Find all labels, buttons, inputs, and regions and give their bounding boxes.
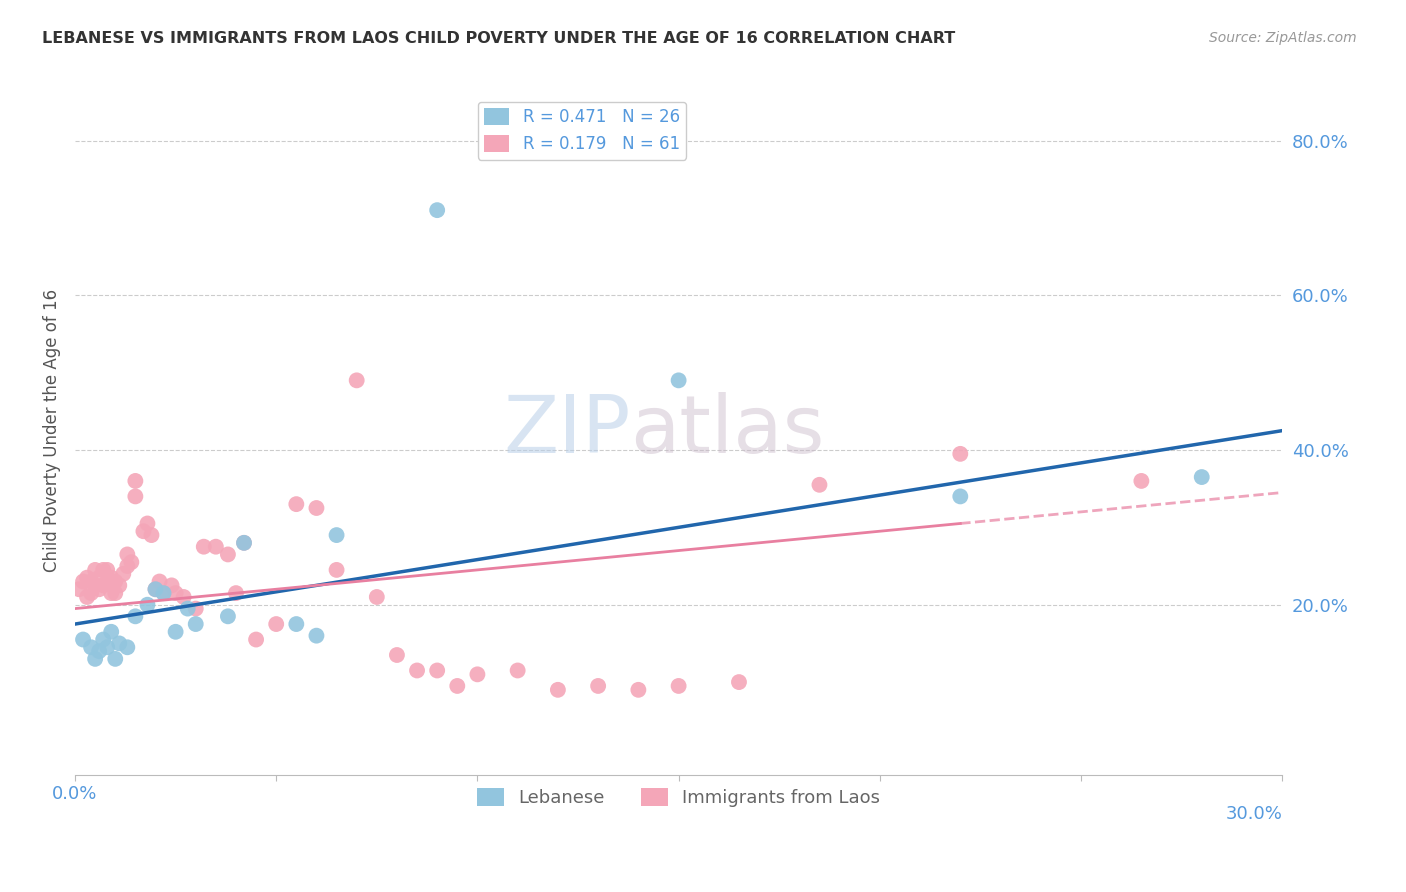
Point: [728, 675, 751, 690]
Point: [84, 563, 107, 577]
Point: [205, 540, 228, 554]
Point: [104, 574, 127, 589]
Point: [96, 563, 118, 577]
Point: [233, 536, 256, 550]
Point: [148, 574, 170, 589]
Point: [96, 640, 118, 655]
Point: [89, 644, 111, 658]
Point: [80, 640, 103, 655]
Point: [91, 578, 114, 592]
Point: [112, 566, 135, 581]
Point: [84, 652, 107, 666]
Point: [325, 563, 347, 577]
Point: [84, 578, 107, 592]
Point: [949, 447, 972, 461]
Point: [808, 477, 831, 491]
Point: [1130, 474, 1153, 488]
Point: [949, 490, 972, 504]
Point: [217, 609, 239, 624]
Legend: Lebanese, Immigrants from Laos: Lebanese, Immigrants from Laos: [470, 780, 887, 814]
Point: [506, 664, 529, 678]
Point: [285, 617, 308, 632]
Point: [325, 528, 347, 542]
Point: [104, 586, 127, 600]
Point: [67, 582, 90, 597]
Point: [160, 578, 183, 592]
Point: [165, 586, 187, 600]
Point: [586, 679, 609, 693]
Point: [141, 528, 163, 542]
Point: [91, 632, 114, 647]
Point: [136, 516, 159, 531]
Point: [668, 679, 690, 693]
Point: [117, 640, 139, 655]
Point: [72, 574, 94, 589]
Point: [193, 540, 215, 554]
Point: [184, 601, 207, 615]
Text: ZIP: ZIP: [503, 392, 630, 470]
Point: [117, 559, 139, 574]
Point: [100, 586, 122, 600]
Point: [145, 582, 167, 597]
Point: [346, 373, 368, 387]
Point: [173, 590, 195, 604]
Point: [76, 590, 98, 604]
Point: [152, 586, 174, 600]
Text: LEBANESE VS IMMIGRANTS FROM LAOS CHILD POVERTY UNDER THE AGE OF 16 CORRELATION C: LEBANESE VS IMMIGRANTS FROM LAOS CHILD P…: [42, 31, 956, 46]
Point: [72, 632, 94, 647]
Point: [668, 373, 690, 387]
Point: [467, 667, 489, 681]
Point: [225, 586, 247, 600]
Point: [426, 664, 449, 678]
Point: [1191, 470, 1213, 484]
Point: [124, 490, 146, 504]
Text: 30.0%: 30.0%: [1226, 805, 1282, 823]
Text: atlas: atlas: [630, 392, 825, 470]
Point: [233, 536, 256, 550]
Point: [627, 682, 650, 697]
Point: [426, 203, 449, 218]
Point: [305, 501, 328, 516]
Point: [264, 617, 287, 632]
Point: [100, 571, 122, 585]
Point: [217, 548, 239, 562]
Point: [89, 582, 111, 597]
Point: [446, 679, 468, 693]
Point: [80, 586, 103, 600]
Point: [91, 563, 114, 577]
Point: [184, 617, 207, 632]
Point: [547, 682, 569, 697]
Point: [145, 582, 167, 597]
Point: [124, 474, 146, 488]
Point: [76, 571, 98, 585]
Point: [366, 590, 388, 604]
Point: [285, 497, 308, 511]
Point: [89, 571, 111, 585]
Point: [104, 652, 127, 666]
Point: [406, 664, 429, 678]
Point: [100, 624, 122, 639]
Text: Source: ZipAtlas.com: Source: ZipAtlas.com: [1209, 31, 1357, 45]
Point: [80, 574, 103, 589]
Point: [385, 648, 408, 662]
Point: [176, 601, 198, 615]
Point: [245, 632, 267, 647]
Point: [132, 524, 155, 539]
Point: [120, 555, 142, 569]
Point: [108, 636, 131, 650]
Point: [96, 574, 118, 589]
Point: [305, 629, 328, 643]
Point: [152, 586, 174, 600]
Point: [165, 624, 187, 639]
Y-axis label: Child Poverty Under the Age of 16: Child Poverty Under the Age of 16: [44, 289, 60, 572]
Point: [108, 578, 131, 592]
Point: [124, 609, 146, 624]
Point: [136, 598, 159, 612]
Point: [117, 548, 139, 562]
